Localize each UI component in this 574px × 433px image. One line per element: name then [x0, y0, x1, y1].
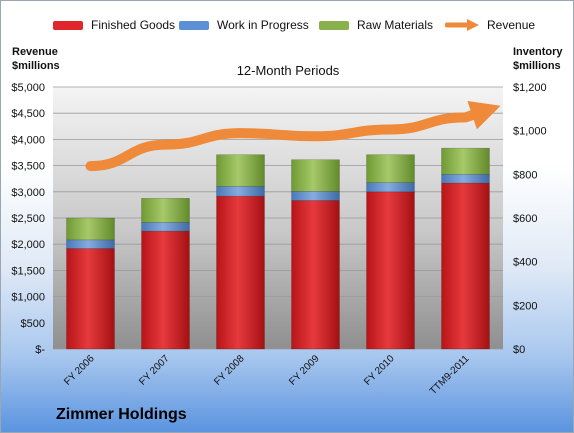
- legend-swatch: [319, 20, 349, 30]
- right-tick-label: $200: [513, 300, 537, 312]
- left-tick-label: $4,000: [11, 134, 45, 146]
- bar-work-in-progress: [66, 239, 115, 249]
- chart-title: 12-Month Periods: [236, 63, 340, 78]
- category-label: FY 2008: [212, 353, 247, 388]
- bar-finished-goods: [441, 182, 490, 350]
- bar-work-in-progress: [441, 174, 490, 184]
- left-tick-label: $2,500: [11, 213, 45, 225]
- category-label: FY 2009: [287, 353, 322, 388]
- bar-raw-materials: [216, 154, 265, 187]
- x-axis: FY 2006 FY 2007 FY 2008 FY 2009 FY 2010 TTM9-…: [62, 353, 472, 397]
- legend-item-finished-goods: Finished Goods: [53, 15, 175, 35]
- legend-item-raw-materials: Raw Materials: [319, 15, 433, 35]
- bar-finished-goods: [291, 200, 340, 350]
- revenue-trend-arrow: [85, 100, 501, 172]
- right-axis: $0 $200 $400 $600 $800 $1,000 $1,200: [513, 82, 547, 356]
- bars: [66, 147, 490, 350]
- legend-label: Work in Progress: [217, 18, 309, 32]
- legend-item-revenue: Revenue: [445, 15, 535, 35]
- left-tick-label: $1,000: [11, 292, 45, 304]
- bar-finished-goods: [66, 248, 115, 350]
- gridlines: [53, 86, 503, 350]
- right-axis-title: Inventory $millions: [513, 46, 563, 72]
- bar-finished-goods: [216, 195, 265, 350]
- bar-work-in-progress: [141, 222, 190, 232]
- right-tick-label: $800: [513, 169, 537, 181]
- bar-raw-materials: [441, 147, 490, 175]
- legend-swatch: [179, 20, 209, 30]
- bar-work-in-progress: [291, 191, 340, 201]
- right-tick-label: $400: [513, 257, 537, 269]
- category-label: TTM9-2011: [428, 353, 472, 397]
- bar-raw-materials: [141, 198, 190, 223]
- left-tick-label: $3,000: [11, 187, 45, 199]
- right-tick-label: $0: [513, 344, 525, 356]
- right-tick-label: $1,200: [513, 82, 547, 94]
- category-label: FY 2010: [362, 353, 397, 388]
- left-tick-label: $4,500: [11, 108, 45, 120]
- left-axis-title: Revenue $millions: [12, 46, 60, 72]
- bar-finished-goods: [141, 230, 190, 350]
- right-tick-label: $600: [513, 213, 537, 225]
- bar-raw-materials: [366, 154, 415, 183]
- legend-arrow-icon: [445, 19, 479, 31]
- legend-label: Revenue: [487, 18, 536, 32]
- legend: Finished Goods Work in Progress Raw Mate…: [1, 15, 573, 35]
- category-label: FY 2007: [137, 353, 172, 388]
- bar-finished-goods: [366, 191, 415, 350]
- left-axis: $- $500 $1,000 $1,500 $2,000 $2,500 $3,000 $3,5…: [11, 82, 45, 356]
- left-tick-label: $2,000: [11, 239, 45, 251]
- bar-work-in-progress: [216, 186, 265, 197]
- revenue-line: [85, 100, 501, 172]
- legend-label: Raw Materials: [357, 18, 434, 32]
- right-tick-label: $1,000: [513, 126, 547, 138]
- legend-item-work-in-progress: Work in Progress: [179, 15, 309, 35]
- bar-raw-materials: [66, 217, 115, 241]
- left-tick-label: $5,000: [11, 82, 45, 94]
- left-tick-label: $500: [21, 318, 45, 330]
- left-tick-label: $1,500: [11, 265, 45, 277]
- bar-raw-materials: [291, 159, 340, 192]
- company-name: Zimmer Holdings: [56, 406, 187, 423]
- legend-label: Finished Goods: [91, 18, 176, 32]
- left-tick-label: $3,500: [11, 161, 45, 173]
- bar-work-in-progress: [366, 182, 415, 193]
- category-label: FY 2006: [62, 353, 97, 388]
- legend-swatch: [53, 20, 83, 30]
- left-tick-label: $-: [35, 344, 45, 356]
